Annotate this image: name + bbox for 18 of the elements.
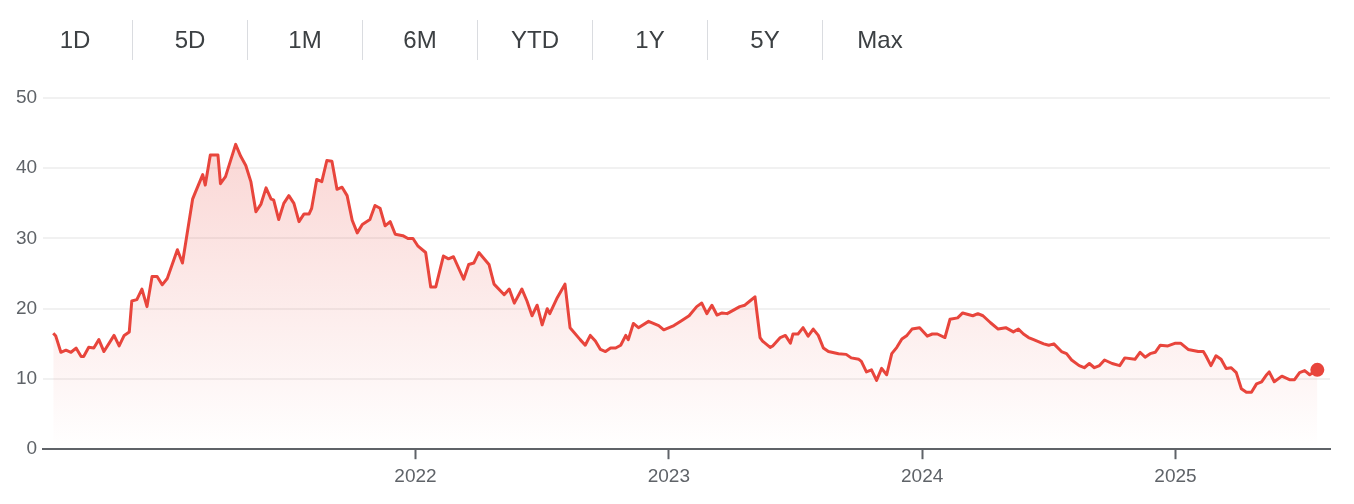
x-tick-label: 2023	[647, 464, 690, 486]
x-tick-label: 2022	[394, 464, 437, 486]
text: 1M	[248, 20, 363, 60]
text: YTD	[478, 20, 593, 60]
text: 5D	[133, 20, 248, 60]
y-tick-label: 30	[15, 226, 38, 248]
y-tick-label: 0	[26, 437, 38, 459]
y-tick-label: 20	[15, 296, 38, 318]
x-tick-label: 2025	[1154, 464, 1197, 486]
y-tick-label: 50	[15, 86, 38, 108]
text: 5Y	[708, 20, 823, 60]
text: 1D	[18, 20, 133, 60]
x-tick-label: 2024	[901, 464, 944, 486]
text: 6M	[363, 20, 478, 60]
y-tick-label: 40	[15, 156, 38, 178]
y-tick-label: 10	[15, 367, 38, 389]
text: Max	[856, 25, 904, 55]
text: 1Y	[593, 20, 708, 60]
